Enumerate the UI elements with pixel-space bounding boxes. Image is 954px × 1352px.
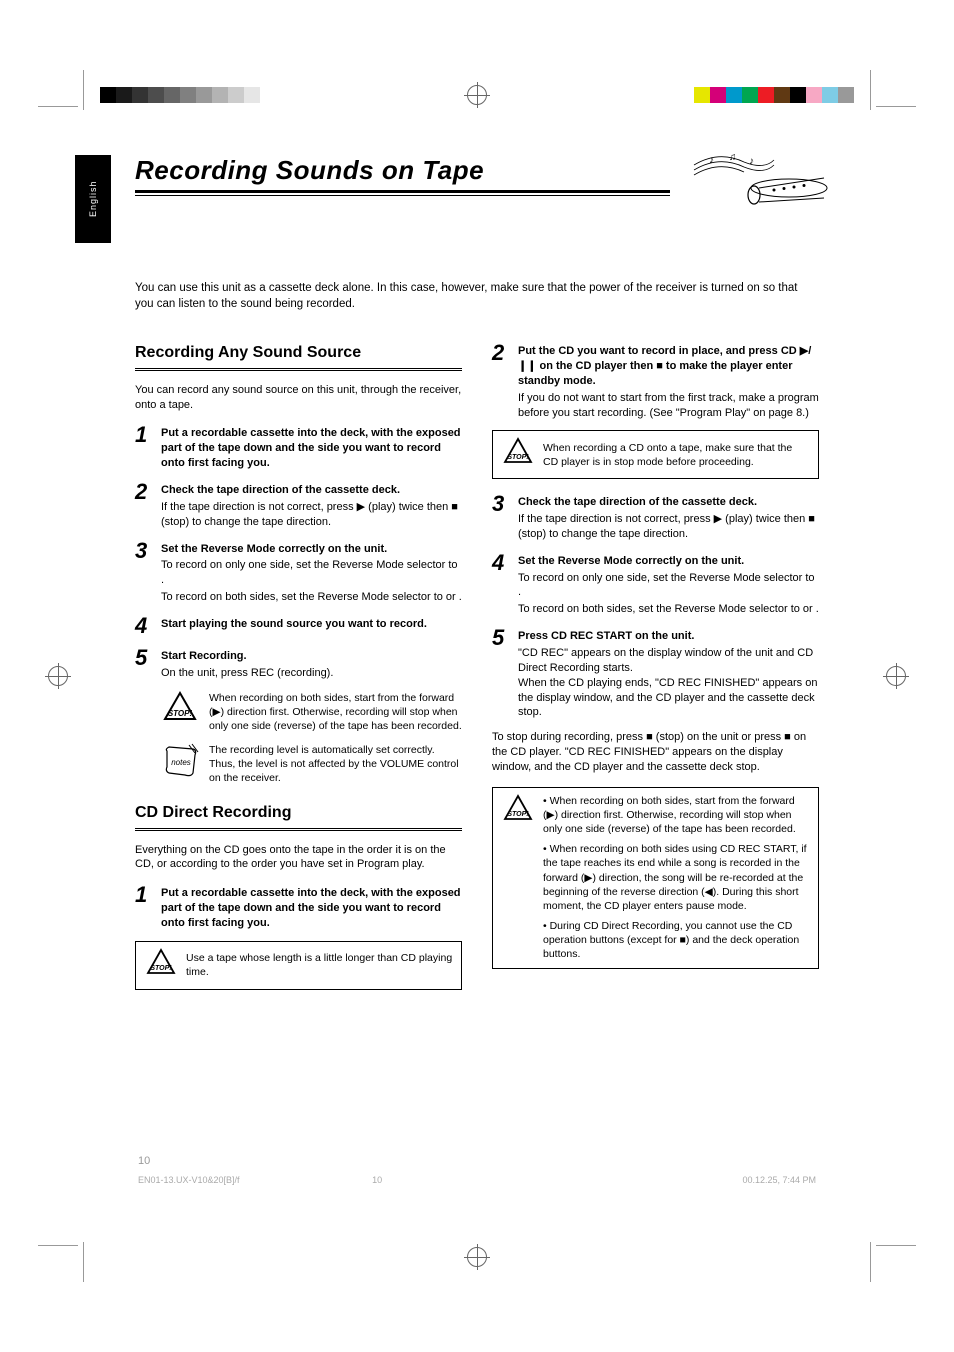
note-text: The recording level is automatically set… (209, 743, 462, 786)
section-heading: CD Direct Recording (135, 802, 462, 831)
callout-text: When recording a CD onto a tape, make su… (543, 441, 810, 469)
step-item: 4 Set the Reverse Mode correctly on the … (492, 552, 819, 617)
svg-text:♪: ♪ (709, 155, 714, 166)
step-text: Start playing the sound source you want … (161, 617, 462, 632)
crop-mark (38, 1245, 78, 1246)
stop-caution-icon: STOP! (501, 437, 543, 472)
step-item: 1 Put a recordable cassette into the dec… (135, 424, 462, 471)
step-number: 1 (135, 424, 161, 471)
step-number: 2 (135, 481, 161, 530)
step-text: Check the tape direction of the cassette… (161, 483, 462, 498)
callout-item: When recording on both sides, start from… (543, 795, 796, 835)
caution-note: STOP! When recording on both sides, star… (161, 691, 462, 734)
svg-text:♫: ♫ (729, 152, 737, 163)
svg-text:♪: ♪ (749, 156, 754, 167)
crop-mark (38, 106, 78, 107)
step-number: 4 (135, 615, 161, 637)
svg-text:STOP!: STOP! (150, 965, 172, 972)
notes-tip-icon: notes (161, 743, 209, 786)
page-content: Recording Sounds on Tape ♪♫♪ You can use… (135, 155, 819, 1004)
step-sub-line: To record on only one side, set the Reve… (161, 558, 462, 588)
step-text: Check the tape direction of the cassette… (518, 495, 819, 510)
step-secondary: If you do not want to start from the fir… (518, 391, 819, 421)
registration-mark-icon (48, 666, 68, 686)
step-number: 3 (492, 493, 518, 542)
caution-callout: STOP! When recording a CD onto a tape, m… (492, 430, 819, 479)
registration-mark-icon (886, 666, 906, 686)
step-text: Press CD REC START on the unit. (518, 629, 819, 644)
divider (135, 195, 670, 196)
step-item: 2 Put the CD you want to record in place… (492, 342, 819, 420)
step-item: 5 Start Recording. On the unit, press RE… (135, 647, 462, 681)
step-number: 3 (135, 540, 161, 605)
step-item: 2 Check the tape direction of the casset… (135, 481, 462, 530)
tip-note: notes The recording level is automatical… (161, 743, 462, 786)
grayscale-calibration-bar (100, 87, 260, 103)
step-text: Put the CD you want to record in place, … (518, 344, 819, 389)
registration-mark-icon (467, 85, 487, 105)
intro-text: You can use this unit as a cassette deck… (135, 280, 819, 312)
page-number: 10 (138, 1155, 150, 1167)
crop-mark (83, 70, 84, 110)
crop-mark (83, 1242, 84, 1282)
step-item: 1 Put a recordable cassette into the dec… (135, 884, 462, 931)
stop-caution-icon: STOP! (144, 948, 186, 983)
callout-item: During CD Direct Recording, you cannot u… (543, 920, 799, 960)
step-text: Put a recordable cassette into the deck,… (161, 886, 462, 931)
step-item: 3 Check the tape direction of the casset… (492, 493, 819, 542)
step-secondary: If the tape direction is not correct, pr… (518, 512, 819, 542)
caution-callout: STOP! • When recording on both sides, st… (492, 787, 819, 969)
language-tab: English (75, 155, 111, 243)
crop-mark (876, 1245, 916, 1246)
svg-text:STOP!: STOP! (507, 811, 529, 818)
footer-filename: EN01-13.UX-V10&20[B]/f 10 (138, 1175, 382, 1185)
step-number: 4 (492, 552, 518, 617)
stop-instruction-text: To stop during recording, press ■ (stop)… (492, 730, 819, 775)
stop-caution-icon: STOP! (161, 691, 209, 730)
section-heading: Recording Any Sound Source (135, 342, 462, 371)
note-text: When recording on both sides, start from… (209, 691, 462, 734)
color-calibration-bar (694, 87, 854, 103)
crop-mark (876, 106, 916, 107)
step-item: 5 Press CD REC START on the unit. "CD RE… (492, 627, 819, 720)
callout-list: • When recording on both sides, start fr… (543, 794, 810, 962)
step-number: 2 (492, 342, 518, 420)
stop-caution-icon: STOP! (501, 794, 543, 829)
callout-item: When recording on both sides using CD RE… (543, 843, 807, 912)
svg-text:STOP!: STOP! (507, 454, 529, 461)
step-number: 5 (492, 627, 518, 720)
crop-mark (870, 1242, 871, 1282)
left-column: Recording Any Sound Source You can recor… (135, 342, 462, 1003)
step-sub-line: To record on only one side, set the Reve… (518, 571, 819, 601)
registration-mark-icon (467, 1247, 487, 1267)
page-header: Recording Sounds on Tape ♪♫♪ (135, 155, 819, 245)
svg-text:STOP!: STOP! (168, 709, 193, 718)
svg-text:notes: notes (171, 758, 191, 767)
section-subtitle: You can record any sound source on this … (135, 383, 462, 413)
step-number: 5 (135, 647, 161, 681)
step-number: 1 (135, 884, 161, 931)
step-text: Put a recordable cassette into the deck,… (161, 426, 462, 471)
section-subtitle: Everything on the CD goes onto the tape … (135, 843, 462, 873)
step-text: Set the Reverse Mode correctly on the un… (518, 554, 819, 569)
step-sub-line: To record on both sides, set the Reverse… (161, 590, 462, 605)
step-text: Start Recording. (161, 649, 462, 664)
step-secondary: If the tape direction is not correct, pr… (161, 500, 462, 530)
right-column: 2 Put the CD you want to record in place… (492, 342, 819, 1003)
step-secondary: "CD REC" appears on the display window o… (518, 646, 819, 720)
step-sub-line: To record on both sides, set the Reverse… (518, 602, 819, 617)
step-item: 3 Set the Reverse Mode correctly on the … (135, 540, 462, 605)
footer-timestamp: 00.12.25, 7:44 PM (742, 1175, 816, 1185)
step-item: 4 Start playing the sound source you wan… (135, 615, 462, 637)
recorder-illustration-icon: ♪ ♫ ♪ (689, 150, 829, 213)
caution-callout: STOP! Use a tape whose length is a littl… (135, 941, 462, 990)
step-secondary: On the unit, press REC (recording). (161, 666, 462, 681)
callout-text: Use a tape whose length is a little long… (186, 951, 453, 979)
divider (135, 190, 670, 193)
step-text: Set the Reverse Mode correctly on the un… (161, 542, 462, 557)
crop-mark (870, 70, 871, 110)
